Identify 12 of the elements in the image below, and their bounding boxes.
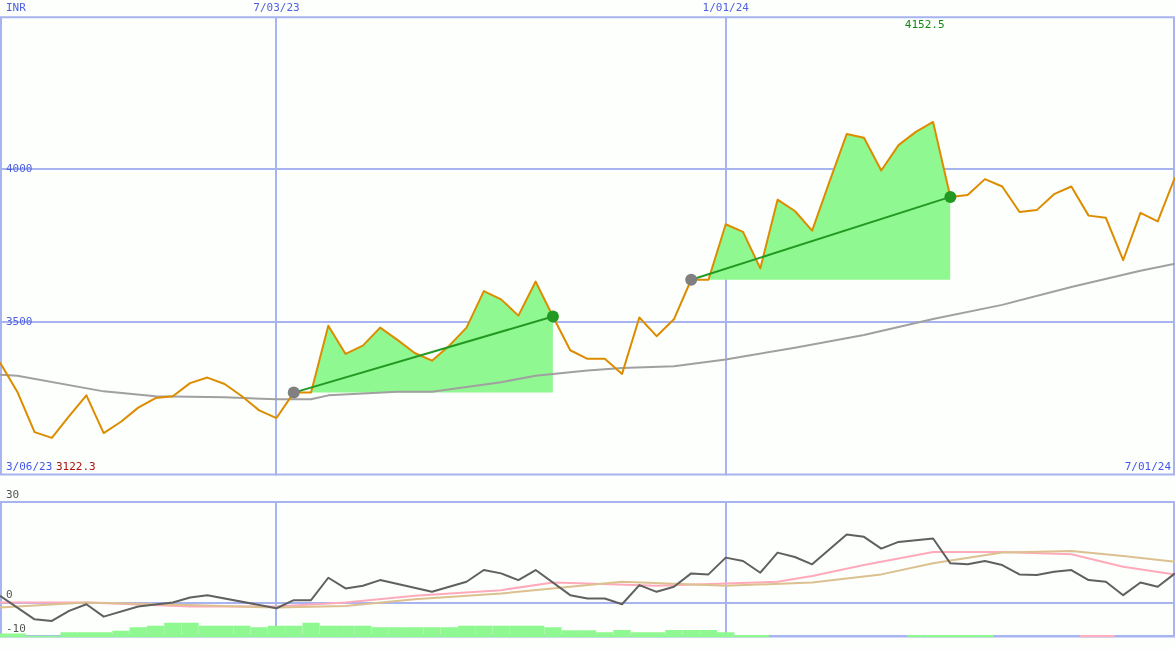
y-tick-label: -10 <box>6 621 26 635</box>
y-tick-label: 3500 <box>6 314 33 328</box>
x-tick-label: 1/01/24 <box>702 1 750 15</box>
x-tick-label: 7/03/23 <box>253 1 300 15</box>
annotation: 3/06/23 <box>6 460 53 474</box>
annotation: 3122.3 <box>56 460 96 474</box>
annotation: 4152.5 <box>904 18 945 32</box>
y-tick-label: 0 <box>6 588 13 602</box>
y-tick-label: 30 <box>6 487 20 501</box>
y-tick-label: 4000 <box>6 161 33 175</box>
annotation: 7/01/24 <box>1124 460 1172 474</box>
y-axis-title: INR <box>6 0 27 14</box>
